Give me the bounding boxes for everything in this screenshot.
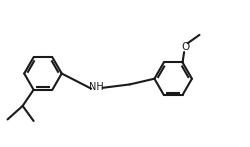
Text: NH: NH bbox=[90, 82, 104, 92]
Text: O: O bbox=[181, 42, 189, 52]
